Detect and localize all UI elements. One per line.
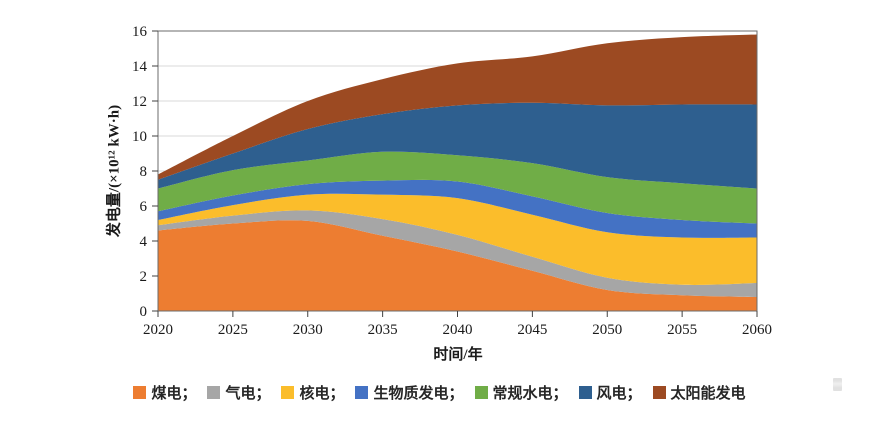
area-gas xyxy=(158,210,757,297)
legend-label-coal: 煤电； xyxy=(151,385,197,402)
y-tick-label: 12 xyxy=(132,94,147,110)
area-hydro xyxy=(158,151,757,224)
y-axis-title: 发电量/(×10¹² kW·h) xyxy=(106,104,123,238)
y-tick-label: 10 xyxy=(132,129,147,145)
legend-label-wind: 风电； xyxy=(596,385,642,402)
legend-swatch-nuclear xyxy=(281,385,295,399)
y-tick-label: 6 xyxy=(140,199,148,215)
legend-item-coal: 煤电； xyxy=(133,382,196,403)
legend-label-solar: 太阳能发电 xyxy=(670,385,746,402)
x-axis-title: 时间/年 xyxy=(433,347,483,363)
y-tick-label: 2 xyxy=(140,269,148,285)
area-nuclear xyxy=(158,193,757,285)
legend-item-solar: 太阳能发电 xyxy=(652,382,746,403)
area-solar xyxy=(158,34,757,180)
legend-label-biomass: 生物质发电； xyxy=(373,385,464,402)
legend-swatch-hydro xyxy=(474,385,488,399)
chart-legend: 煤电； 气电； 核电； 生物质发电； 常规水电； 风电； 太阳能发电 xyxy=(0,381,879,403)
legend-swatch-gas xyxy=(207,385,221,399)
legend-swatch-wind xyxy=(578,385,592,399)
area-coal xyxy=(158,220,757,311)
x-tick-label: 2025 xyxy=(218,322,248,338)
legend-label-gas: 气电； xyxy=(225,385,271,402)
y-tick-label: 8 xyxy=(140,164,148,180)
x-tick-label: 2020 xyxy=(143,322,173,338)
y-tick-label: 16 xyxy=(132,24,148,40)
legend-item-nuclear: 核电； xyxy=(281,382,344,403)
y-tick-label: 14 xyxy=(132,59,148,75)
y-tick-label: 0 xyxy=(140,304,148,320)
x-tick-label: 2050 xyxy=(592,322,622,338)
area-wind xyxy=(158,102,757,189)
legend-label-nuclear: 核电； xyxy=(299,385,345,402)
x-tick-label: 2045 xyxy=(517,322,547,338)
area-biomass xyxy=(158,179,757,238)
x-tick-label: 2060 xyxy=(742,322,772,338)
legend-swatch-biomass xyxy=(355,385,369,399)
y-tick-label: 4 xyxy=(140,234,148,250)
legend-swatch-coal xyxy=(133,385,147,399)
legend-item-gas: 气电； xyxy=(207,382,270,403)
x-tick-label: 2030 xyxy=(293,322,323,338)
legend-item-biomass: 生物质发电； xyxy=(355,382,464,403)
legend-label-hydro: 常规水电； xyxy=(492,385,568,402)
watermark-mark xyxy=(833,378,842,391)
legend-item-hydro: 常规水电； xyxy=(474,382,568,403)
legend-item-wind: 风电； xyxy=(578,382,642,403)
legend-swatch-solar xyxy=(652,385,666,399)
x-tick-label: 2040 xyxy=(443,322,473,338)
x-tick-label: 2055 xyxy=(667,322,697,338)
x-tick-label: 2035 xyxy=(368,322,398,338)
